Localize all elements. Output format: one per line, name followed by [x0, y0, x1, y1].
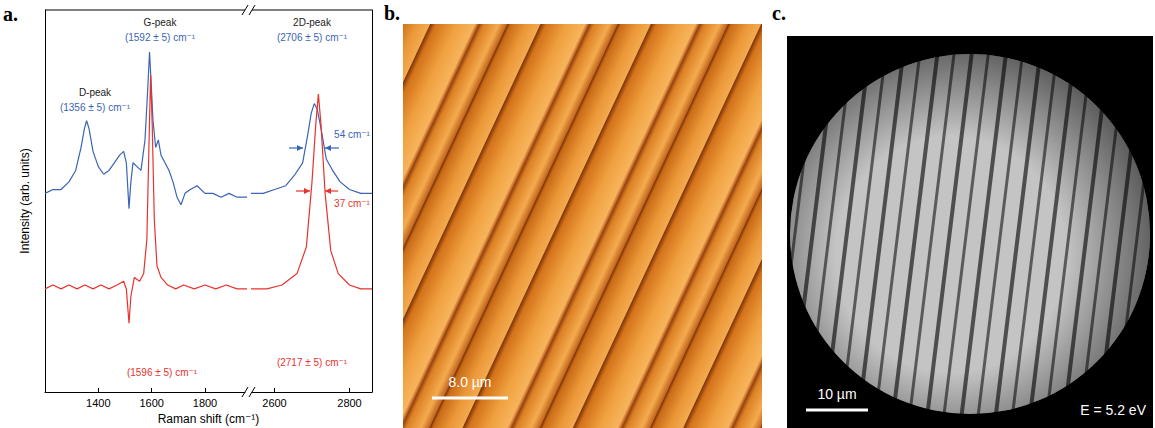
- svg-text:(2717 ± 5) cm⁻¹: (2717 ± 5) cm⁻¹: [277, 357, 348, 368]
- svg-text:a.: a.: [3, 3, 18, 25]
- svg-text:Intensity (arb. units): Intensity (arb. units): [18, 148, 32, 253]
- svg-text:(2706 ± 5) cm⁻¹: (2706 ± 5) cm⁻¹: [277, 32, 348, 43]
- svg-text:(1596 ± 5) cm⁻¹: (1596 ± 5) cm⁻¹: [127, 367, 198, 378]
- svg-text:10 µm: 10 µm: [817, 386, 856, 402]
- svg-text:(1356 ± 5) cm⁻¹: (1356 ± 5) cm⁻¹: [60, 102, 131, 113]
- svg-text:E = 5.2 eV: E = 5.2 eV: [1080, 402, 1146, 418]
- svg-text:G-peak: G-peak: [144, 17, 178, 28]
- svg-text:37 cm⁻¹: 37 cm⁻¹: [334, 198, 371, 209]
- svg-text:2D-peak: 2D-peak: [293, 17, 332, 28]
- svg-text:1400: 1400: [86, 397, 110, 409]
- svg-text:1800: 1800: [193, 397, 217, 409]
- svg-text:(1592 ± 5) cm⁻¹: (1592 ± 5) cm⁻¹: [125, 32, 196, 43]
- svg-text:1600: 1600: [139, 397, 163, 409]
- svg-text:2600: 2600: [262, 397, 286, 409]
- svg-text:2800: 2800: [337, 397, 361, 409]
- svg-text:8.0 µm: 8.0 µm: [448, 374, 491, 390]
- svg-text:b.: b.: [384, 2, 400, 24]
- svg-text:D-peak: D-peak: [79, 87, 112, 98]
- svg-text:c.: c.: [772, 2, 786, 24]
- svg-text:Raman shift (cm⁻¹): Raman shift (cm⁻¹): [158, 412, 260, 426]
- svg-text:54 cm⁻¹: 54 cm⁻¹: [334, 129, 371, 140]
